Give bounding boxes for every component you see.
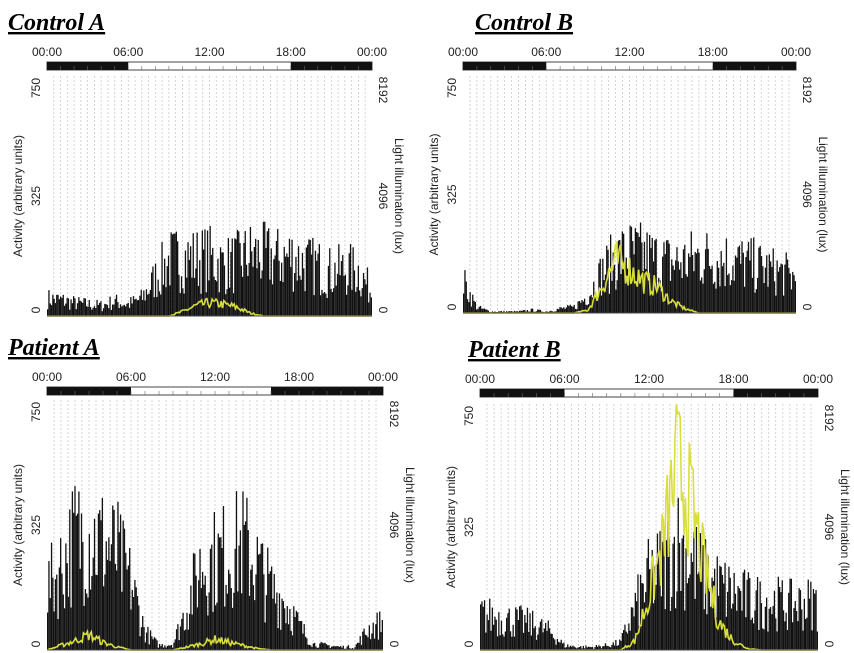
panel-patient-a: Patient A 00:00 06:00 12:00 18:00 00:00 0 325 75…: [7, 335, 417, 651]
y-left-tick-label: 325: [29, 186, 43, 206]
panel-control-a: Control A 00:00 06:00 12:00 18:00 00:00 0 325 75…: [8, 10, 406, 317]
y-right-tick-label: 4096: [376, 183, 390, 210]
y-left-tick-label: 0: [29, 306, 43, 313]
y-right-axis-label: Light illumination (lux): [403, 467, 417, 583]
y-right-tick-label: 8192: [387, 401, 401, 428]
y-left-tick-label: 325: [29, 515, 43, 535]
y-left-tick-label: 325: [445, 184, 459, 204]
x-tick-label: 00:00: [32, 45, 62, 59]
y-left-axis-label: Activity (arbitrary units): [11, 464, 25, 586]
x-tick-label: 00:00: [781, 45, 811, 59]
y-left-tick-label: 750: [29, 78, 43, 98]
y-right-tick-label: 4096: [822, 514, 836, 541]
y-right-axis-label: Light illumination (lux): [816, 136, 830, 252]
activity-series: [47, 486, 383, 650]
y-right-tick-label: 0: [822, 641, 836, 648]
panel-title: Control B: [475, 10, 573, 36]
x-tick-label: 06:00: [549, 372, 579, 386]
x-tick-label: 06:00: [113, 45, 143, 59]
x-tick-label: 12:00: [634, 372, 664, 386]
y-right-tick-label: 8192: [800, 77, 814, 104]
panel-title: Control A: [8, 10, 105, 36]
x-tick-label: 18:00: [276, 45, 306, 59]
x-tick-label: 00:00: [32, 370, 62, 384]
panel-control-b: Control B 00:00 06:00 12:00 18:00 00:00 0 325 75…: [427, 10, 830, 314]
y-left-tick-label: 750: [445, 78, 459, 98]
y-left-axis-label: Activity (arbitrary units): [444, 466, 458, 588]
x-tick-label: 00:00: [357, 45, 387, 59]
y-right-tick-label: 8192: [822, 405, 836, 432]
y-right-tick-label: 4096: [800, 181, 814, 208]
y-left-tick-label: 0: [462, 640, 476, 647]
x-tick-label: 00:00: [803, 372, 833, 386]
x-tick-label: 18:00: [284, 370, 314, 384]
y-right-tick-label: 0: [387, 641, 401, 648]
y-left-tick-label: 325: [462, 517, 476, 537]
activity-series: [47, 221, 373, 316]
x-tick-label: 12:00: [614, 45, 644, 59]
x-tick-label: 00:00: [368, 370, 398, 384]
y-right-tick-label: 8192: [376, 77, 390, 104]
y-right-tick-label: 4096: [387, 512, 401, 539]
panel-title: Patient A: [7, 335, 100, 361]
y-left-axis-label: Activity (arbitrary units): [427, 133, 441, 255]
x-tick-label: 18:00: [698, 45, 728, 59]
x-tick-label: 12:00: [200, 370, 230, 384]
y-left-tick-label: 0: [29, 640, 43, 647]
x-tick-label: 06:00: [531, 45, 561, 59]
y-right-tick-label: 0: [376, 307, 390, 314]
y-left-tick-label: 750: [29, 402, 43, 422]
y-left-tick-label: 750: [462, 406, 476, 426]
y-right-tick-label: 0: [800, 304, 814, 311]
x-tick-label: 12:00: [194, 45, 224, 59]
x-tick-label: 06:00: [116, 370, 146, 384]
x-tick-label: 18:00: [718, 372, 748, 386]
y-left-tick-label: 0: [445, 303, 459, 310]
y-right-axis-label: Light illumination (lux): [392, 138, 406, 254]
panel-title: Patient B: [467, 337, 561, 363]
panel-patient-b: Patient B 00:00 06:00 12:00 18:00 00:00 0 325 75…: [444, 337, 852, 651]
x-tick-label: 00:00: [448, 45, 478, 59]
y-right-axis-label: Light illumination (lux): [838, 469, 852, 585]
activity-series: [479, 497, 818, 650]
x-tick-label: 00:00: [465, 372, 495, 386]
y-left-axis-label: Activity (arbitrary units): [11, 135, 25, 257]
